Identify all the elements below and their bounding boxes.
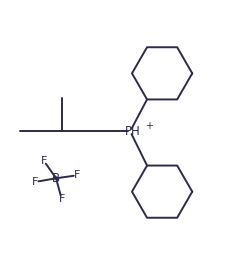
Text: F: F xyxy=(74,170,80,180)
Text: F: F xyxy=(58,194,65,204)
Text: F: F xyxy=(32,177,38,187)
Text: B: B xyxy=(52,172,60,185)
Text: F: F xyxy=(40,156,47,166)
Text: PH: PH xyxy=(125,125,140,138)
Text: +: + xyxy=(144,121,152,131)
